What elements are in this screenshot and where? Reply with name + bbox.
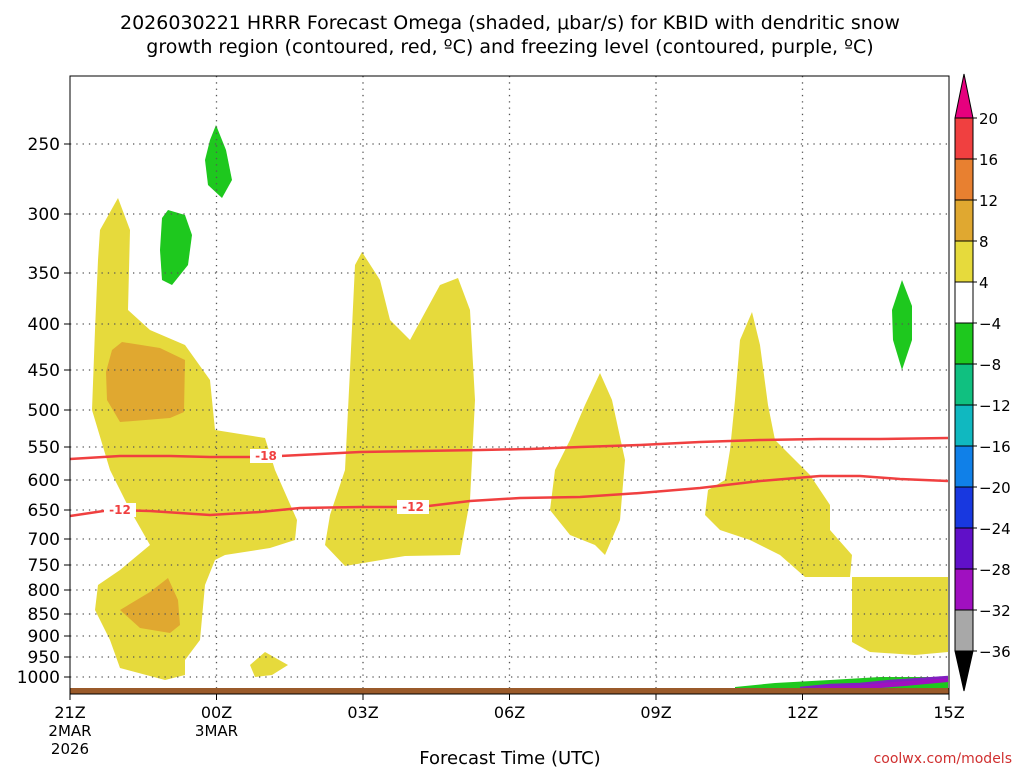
chart-title-line2: growth region (contoured, red, ºC) and f… xyxy=(146,36,873,58)
y-tick-label-300: 300 xyxy=(28,205,60,225)
dgz-label-minus12-mid: -12 xyxy=(402,500,424,514)
x-tick-label-06Z: 06Z xyxy=(494,703,525,722)
x-axis-label: Forecast Time (UTC) xyxy=(419,748,600,768)
colorbar: 20 16 12 8 4 −4 −8 −12 −16 −20 −24 −28 −32 −36 xyxy=(954,73,1011,692)
y-tick-label-650: 650 xyxy=(28,501,60,521)
y-tick-label-800: 800 xyxy=(28,581,60,601)
colorbar-label-13: −36 xyxy=(979,643,1011,661)
x-tick-label-00Z: 00Z xyxy=(201,703,232,722)
colorbar-segment-11 xyxy=(954,568,974,611)
y-tick-label-900: 900 xyxy=(28,627,60,647)
dgz-contour-minus18 xyxy=(69,436,949,461)
colorbar-segment-5 xyxy=(954,322,974,365)
surface-ground-bar xyxy=(70,688,949,694)
colorbar-label-11: −28 xyxy=(979,561,1011,579)
colorbar-label-7: −12 xyxy=(979,397,1011,415)
omega-area-sinking-upper xyxy=(205,125,232,198)
colorbar-segment-7 xyxy=(954,404,974,447)
y-tick-label-1000: 1000 xyxy=(17,668,60,688)
y-tick-label-750: 750 xyxy=(28,556,60,576)
omega-area-sinking-mid xyxy=(160,210,192,285)
x-tick-label-09Z: 09Z xyxy=(640,703,671,722)
grid-lines xyxy=(70,76,949,694)
colorbar-segment-6 xyxy=(954,363,974,406)
omega-area-rising-0300z xyxy=(325,252,475,566)
colorbar-label-3: 8 xyxy=(979,233,989,251)
omega-area-rising-main xyxy=(92,198,297,680)
colorbar-label-1: 16 xyxy=(979,151,998,169)
contour-lines: -18 -12 -12 xyxy=(69,436,949,690)
y-tick-label-500: 500 xyxy=(28,401,60,421)
colorbar-segment-0 xyxy=(954,117,974,160)
colorbar-segment-3 xyxy=(954,240,974,283)
colorbar-top-arrow xyxy=(954,73,974,119)
omega-area-rising-1400z xyxy=(852,577,948,655)
y-tick-label-600: 600 xyxy=(28,471,60,491)
x-tick-label-21Z: 21Z xyxy=(54,703,85,722)
omega-area-8-12-lower xyxy=(120,578,180,633)
dgz-label-bg-a xyxy=(250,449,282,463)
y-tick-label-950: 950 xyxy=(28,648,60,668)
colorbar-label-0: 20 xyxy=(979,110,998,128)
y-tick-label-850: 850 xyxy=(28,605,60,625)
x-tick-label-15Z: 15Z xyxy=(933,703,964,722)
colorbar-label-9: −20 xyxy=(979,479,1011,497)
credit-text: coolwx.com/models xyxy=(874,751,1012,767)
colorbar-bottom-arrow xyxy=(954,650,974,692)
colorbar-label-2: 12 xyxy=(979,192,998,210)
colorbar-segment-1 xyxy=(954,158,974,201)
dgz-label-bg-b xyxy=(104,503,136,517)
colorbar-segment-12 xyxy=(954,609,974,652)
colorbar-label-4: 4 xyxy=(979,274,989,292)
colorbar-segment-8 xyxy=(954,445,974,488)
y-tick-label-400: 400 xyxy=(28,315,60,335)
freezing-level-contour xyxy=(799,675,949,690)
colorbar-label-5: −4 xyxy=(979,315,1001,333)
dgz-label-bg-c xyxy=(397,500,429,514)
chart-title-line1: 2026030221 HRRR Forecast Omega (shaded, … xyxy=(120,12,900,34)
x-tick-label-03Z: 03Z xyxy=(347,703,378,722)
y-tick-label-450: 450 xyxy=(28,361,60,381)
y-axis: 2503003504004505005506006507007508008509… xyxy=(17,135,70,688)
omega-shading xyxy=(92,125,948,688)
dgz-contour-minus12 xyxy=(69,474,949,518)
x-tick-date-21Z: 2MAR xyxy=(48,722,91,740)
colorbar-label-10: −24 xyxy=(979,520,1011,538)
colorbar-segment-10 xyxy=(954,527,974,570)
dgz-label-minus18: -18 xyxy=(255,449,277,463)
y-tick-label-550: 550 xyxy=(28,438,60,458)
dgz-label-minus12-left: -12 xyxy=(109,503,131,517)
omega-area-rising-0800z xyxy=(550,373,625,555)
omega-area-sinking-right xyxy=(892,280,912,370)
y-tick-label-350: 350 xyxy=(28,264,60,284)
x-tick-year-21Z: 2026 xyxy=(51,740,89,758)
colorbar-segment-4 xyxy=(954,281,974,324)
y-tick-label-250: 250 xyxy=(28,135,60,155)
x-tick-date-00Z: 3MAR xyxy=(195,722,238,740)
colorbar-segment-2 xyxy=(954,199,974,242)
x-tick-label-12Z: 12Z xyxy=(787,703,818,722)
colorbar-label-8: −16 xyxy=(979,438,1011,456)
colorbar-label-6: −8 xyxy=(979,356,1001,374)
omega-area-rising-1100z xyxy=(705,312,852,577)
omega-area-8-12-upper xyxy=(106,342,185,422)
colorbar-label-12: −32 xyxy=(979,602,1011,620)
y-tick-label-700: 700 xyxy=(28,530,60,550)
colorbar-segment-9 xyxy=(954,486,974,529)
omega-area-rising-small xyxy=(250,652,288,677)
